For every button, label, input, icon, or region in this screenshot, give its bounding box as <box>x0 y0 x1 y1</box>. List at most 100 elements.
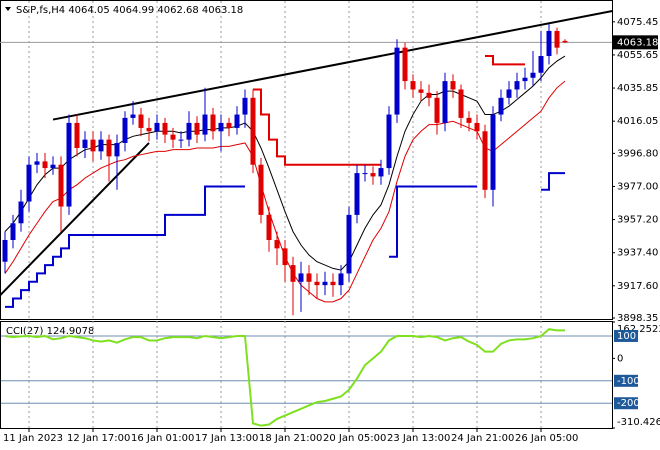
candle-body <box>210 114 216 132</box>
x-tick-label: 18 Jan 21:00 <box>259 433 322 444</box>
candle-body <box>546 30 552 57</box>
level-label-box <box>614 374 638 387</box>
x-tick-label: 12 Jan 17:00 <box>67 433 130 444</box>
candle-body <box>106 139 112 157</box>
candle-body <box>522 77 528 82</box>
y-tick-label: 100 <box>617 331 636 342</box>
candle-body <box>410 81 416 90</box>
candle-body <box>58 164 64 207</box>
indicator-line <box>253 55 525 166</box>
candle-body <box>378 168 384 177</box>
candle-body <box>10 223 16 240</box>
candle-body <box>490 114 496 190</box>
candle-body <box>18 201 24 224</box>
candle-body <box>186 122 192 140</box>
candle-body <box>250 97 256 165</box>
candle-body <box>146 127 152 132</box>
candle-body <box>154 122 160 132</box>
candle-body <box>122 117 128 143</box>
candle-body <box>426 92 432 98</box>
candle-body <box>314 281 320 286</box>
candle-body <box>26 164 32 202</box>
candle-body <box>450 81 456 90</box>
candle-body <box>2 239 8 262</box>
candle-body <box>530 72 536 78</box>
candle-body <box>82 139 88 149</box>
x-tick-label: 20 Jan 05:00 <box>323 433 386 444</box>
x-tick-label: 26 Jan 05:00 <box>515 433 578 444</box>
y-tick-label: -200 <box>617 398 640 409</box>
candle-body <box>194 122 200 135</box>
x-tick-label: 24 Jan 21:00 <box>451 433 514 444</box>
indicator-line <box>4 55 566 271</box>
y-tick-label: 162.2523 <box>617 324 660 335</box>
y-tick-label: 0 <box>617 353 623 364</box>
candle-body <box>258 164 264 215</box>
candle-body <box>466 117 472 123</box>
trend-line <box>52 9 614 121</box>
y-tick-label: -310.426 <box>617 417 660 428</box>
candle-body <box>298 273 304 282</box>
price-label: 4063.18 <box>617 37 658 48</box>
candle-body <box>74 122 80 149</box>
candle-body <box>362 173 368 175</box>
candle-body <box>202 114 208 135</box>
y-tick-label: 3917.60 <box>617 281 658 292</box>
candle-body <box>234 114 240 128</box>
y-tick-label: 3937.40 <box>617 248 658 259</box>
indicator-title: CCI(27) 124.9078 <box>6 326 94 337</box>
candle-body <box>130 114 136 118</box>
candle-body <box>434 97 440 123</box>
candle-body <box>458 89 464 118</box>
candle-body <box>498 97 504 115</box>
y-tick-label: 3996.80 <box>617 148 658 159</box>
candle-body <box>290 265 296 282</box>
candle-body <box>226 122 232 128</box>
x-tick-label: 16 Jan 01:00 <box>131 433 194 444</box>
candle-body <box>162 122 168 135</box>
candle-body <box>34 161 40 165</box>
candle-body <box>274 239 280 249</box>
candle-body <box>114 142 120 157</box>
candle-body <box>538 56 544 73</box>
cci-line <box>4 328 566 427</box>
x-tick-label: 23 Jan 13:00 <box>387 433 450 444</box>
collapse-icon <box>5 7 11 11</box>
y-tick-label: 3957.20 <box>617 215 658 226</box>
candle-body <box>138 114 144 128</box>
candle-body <box>338 273 344 286</box>
x-tick-label: 11 Jan 2023 <box>3 433 63 444</box>
price-panel <box>0 0 613 320</box>
level-label-box <box>614 397 638 410</box>
y-tick-label: 4075.45 <box>617 17 658 28</box>
cci-panel <box>0 321 613 429</box>
x-tick-label: 17 Jan 13:00 <box>195 433 258 444</box>
candle-body <box>394 47 400 115</box>
candle-body <box>402 47 408 82</box>
candle-body <box>346 214 352 274</box>
y-tick-label: -100 <box>617 376 640 387</box>
candle-body <box>442 81 448 123</box>
candle-body <box>170 134 176 140</box>
candle-body <box>218 122 224 132</box>
indicator-line <box>5 172 565 308</box>
candle-body <box>514 81 520 90</box>
candle-body <box>42 161 48 169</box>
candle-body <box>66 122 72 207</box>
candle-body <box>306 273 312 282</box>
candle-body <box>482 131 488 190</box>
trend-line <box>0 142 150 296</box>
candle-body <box>554 30 560 48</box>
candle-body <box>178 139 184 141</box>
candle-body <box>50 164 56 169</box>
y-tick-label: 3898.35 <box>617 313 658 324</box>
candle-body <box>322 281 328 286</box>
candle-body <box>562 40 568 43</box>
candle-body <box>386 114 392 169</box>
candle-body <box>370 173 376 177</box>
candle-body <box>418 89 424 93</box>
y-tick-label: 4016.05 <box>617 116 658 127</box>
price-label-box <box>613 35 658 50</box>
candle-body <box>98 139 104 152</box>
